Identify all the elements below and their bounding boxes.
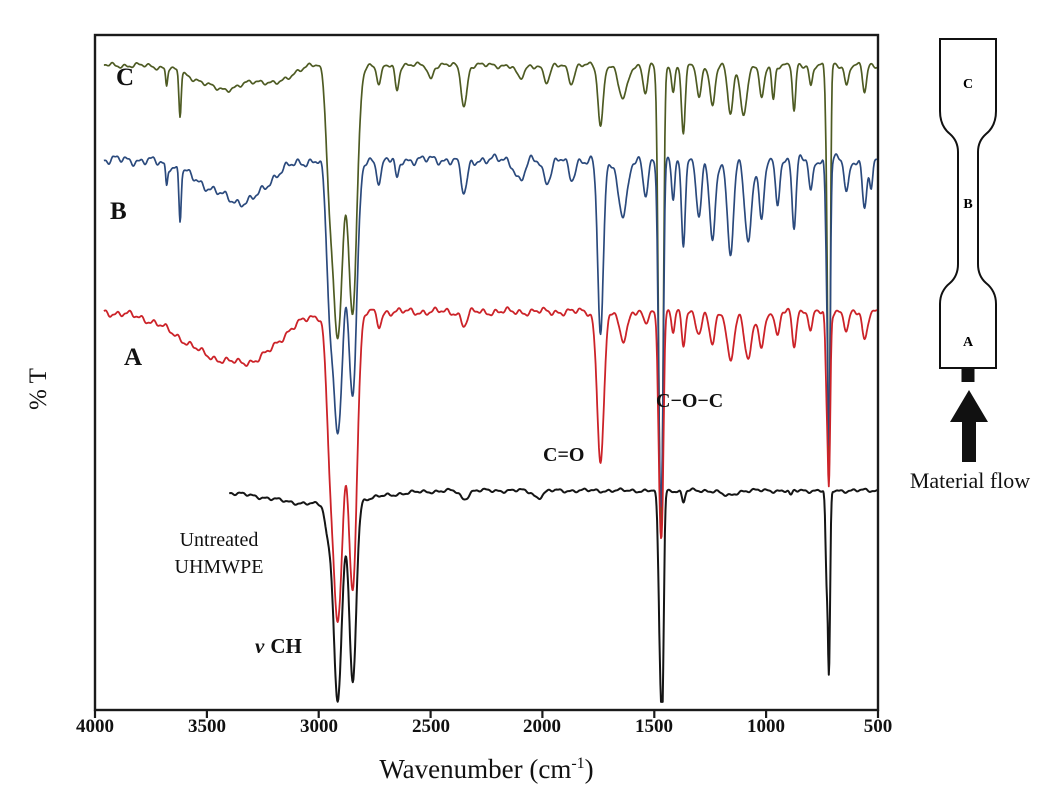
- x-tick-label-1: 3500: [188, 716, 226, 737]
- x-tick-label-5: 1500: [635, 716, 673, 737]
- specimen-outline: [939, 38, 997, 369]
- x-tick-label-7: 500: [863, 716, 893, 737]
- spectrum-b: [103, 153, 877, 508]
- material-flow-label: Material flow: [909, 468, 1031, 493]
- annotation-c-o-c: C−O−C: [656, 390, 724, 412]
- ch-text: CH: [270, 634, 302, 658]
- x-tick-label-6: 1000: [747, 716, 785, 737]
- spectrum-a: [103, 306, 877, 623]
- plot-border: [93, 33, 880, 712]
- annotation-nu-ch: ν CH: [255, 634, 302, 659]
- series-label-b: B: [110, 198, 127, 225]
- x-tick-label-4: 2000: [523, 716, 561, 737]
- x-tick-label-2: 3000: [300, 716, 338, 737]
- series-label-a: A: [124, 344, 143, 371]
- spectrum-untreated: [228, 487, 877, 703]
- annotation-c-o: C=O: [543, 444, 585, 466]
- untreated-line2: UHMWPE: [174, 556, 264, 578]
- up-arrow-shape: [950, 390, 988, 462]
- y-axis-label: % T: [25, 368, 52, 410]
- specimen-gate-tab: [961, 368, 975, 382]
- specimen-zone-label-c: C: [963, 77, 973, 92]
- nu-symbol: ν: [255, 634, 265, 658]
- series-label-untreated: Untreated UHMWPE: [160, 527, 278, 581]
- specimen-diagram: C B A: [939, 38, 997, 382]
- x-axis-title-close: ): [584, 754, 594, 784]
- series-label-c: C: [116, 64, 135, 91]
- x-axis-title-main: Wavenumber (cm: [379, 754, 572, 784]
- x-axis-title-sup: -1: [571, 755, 585, 772]
- untreated-line1: Untreated: [179, 529, 259, 551]
- specimen-zone-label-b: B: [963, 197, 972, 212]
- x-axis-title: Wavenumber (cm-1): [95, 754, 878, 785]
- x-tick-label-0: 4000: [76, 716, 114, 737]
- spectrum-c: [103, 61, 877, 537]
- specimen-zone-label-a: A: [963, 335, 974, 350]
- material-flow-arrow-icon: [950, 390, 988, 462]
- x-tick-label-3: 2500: [412, 716, 450, 737]
